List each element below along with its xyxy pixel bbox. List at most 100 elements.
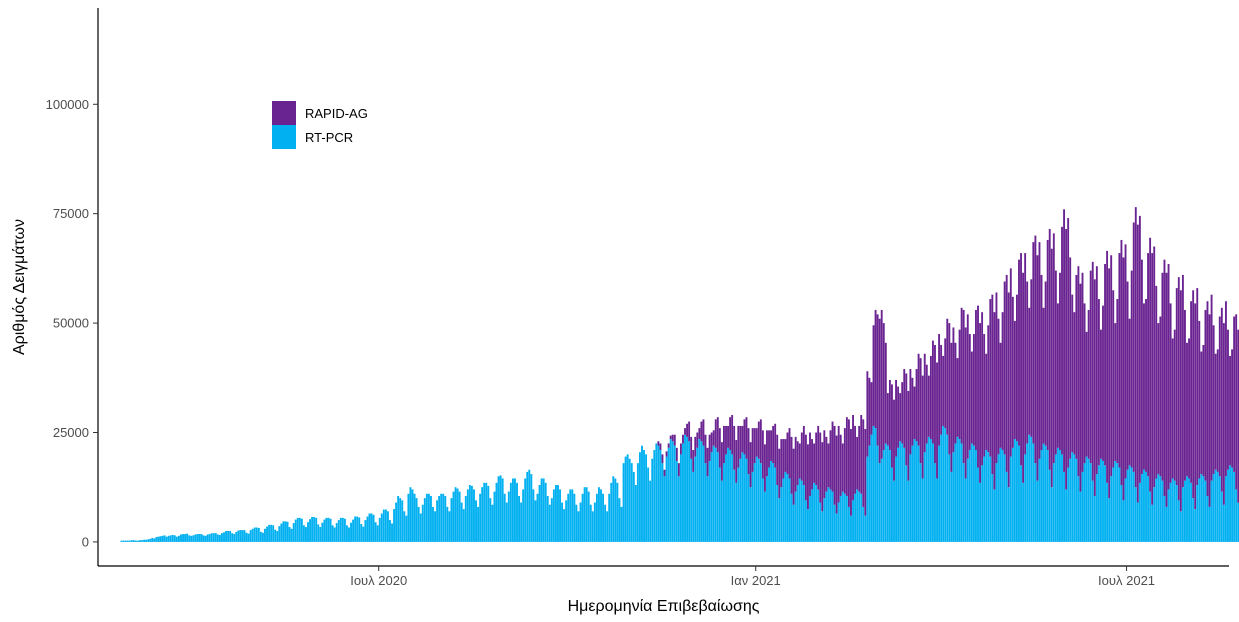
- bar-rt-pcr: [526, 471, 529, 542]
- bar-rt-pcr: [934, 463, 936, 542]
- bar-rt-pcr: [899, 441, 902, 542]
- bar-rt-pcr: [573, 493, 576, 542]
- bar-rt-pcr: [374, 522, 377, 542]
- bar-rapid-ag: [989, 299, 992, 457]
- bar-rt-pcr: [1163, 495, 1166, 542]
- bar-rt-pcr: [587, 491, 590, 542]
- bar-rt-pcr: [841, 491, 844, 542]
- bar-rt-pcr: [1075, 458, 1078, 542]
- bar-rt-pcr: [972, 445, 975, 542]
- bar-rt-pcr: [1087, 458, 1090, 542]
- x-ticks: Ιουλ 2020 Ιαν 2021 Ιουλ 2021: [350, 566, 1155, 588]
- bar-rt-pcr: [829, 489, 832, 542]
- bar-rt-pcr: [198, 534, 201, 542]
- bar-rapid-ag: [1231, 349, 1234, 468]
- bar-rt-pcr: [405, 515, 408, 542]
- bar-rt-pcr: [682, 443, 684, 542]
- bar-rt-pcr: [261, 532, 264, 542]
- bar-rt-pcr: [929, 439, 932, 542]
- bar-rt-pcr: [1147, 476, 1150, 542]
- bar-rt-pcr: [964, 478, 967, 542]
- bar-rt-pcr: [784, 471, 787, 542]
- bar-rapid-ag: [1222, 323, 1225, 505]
- bar-rt-pcr: [753, 463, 756, 542]
- bar-rapid-ag: [958, 329, 961, 440]
- bar-rt-pcr: [907, 480, 910, 542]
- bar-rt-pcr: [817, 489, 820, 542]
- bar-rt-pcr: [618, 498, 621, 542]
- bar-rapid-ag: [1069, 257, 1072, 459]
- bar-rt-pcr: [259, 531, 262, 542]
- bar-rt-pcr: [661, 463, 664, 542]
- bar-rt-pcr: [141, 540, 143, 542]
- bar-rapid-ag: [1091, 261, 1094, 481]
- bar-rt-pcr: [182, 534, 184, 542]
- bar-rt-pcr: [139, 540, 141, 542]
- bar-rt-pcr: [1227, 469, 1229, 542]
- bar-rt-pcr: [1132, 471, 1135, 542]
- bar-rt-pcr: [1071, 452, 1074, 542]
- bar-rt-pcr: [891, 467, 893, 542]
- bar-rt-pcr: [454, 487, 457, 542]
- bar-rt-pcr: [893, 480, 895, 542]
- bar-rt-pcr: [766, 476, 768, 542]
- bar-rt-pcr: [425, 493, 428, 542]
- bar-rt-pcr: [268, 524, 271, 542]
- bar-rt-pcr: [647, 467, 650, 542]
- bar-rt-pcr: [718, 467, 721, 542]
- bar-rapid-ag: [891, 384, 893, 468]
- bar-rt-pcr: [296, 517, 299, 542]
- bar-rt-pcr: [356, 516, 359, 542]
- bar-rt-pcr: [757, 458, 760, 542]
- bar-rapid-ag: [1026, 281, 1029, 444]
- bar-rt-pcr: [479, 493, 482, 542]
- bar-rt-pcr: [700, 441, 703, 542]
- bar-rt-pcr: [772, 463, 775, 542]
- bar-rt-pcr: [1097, 465, 1100, 542]
- bar-rt-pcr: [1190, 482, 1193, 542]
- bar-rapid-ag: [1220, 307, 1223, 492]
- bar-rt-pcr: [659, 450, 662, 542]
- bar-rt-pcr: [669, 439, 672, 542]
- legend: RAPID-AG RT-PCR: [272, 101, 368, 149]
- bar-rt-pcr: [591, 511, 594, 542]
- bar-rt-pcr: [598, 487, 600, 542]
- bar-rt-pcr: [1130, 467, 1133, 542]
- bar-rapid-ag: [1059, 272, 1061, 451]
- bar-rt-pcr: [137, 540, 139, 542]
- bar-rapid-ag: [995, 292, 998, 464]
- bar-rt-pcr: [1091, 480, 1094, 542]
- bar-rt-pcr: [520, 502, 523, 542]
- bar-rt-pcr: [667, 447, 670, 542]
- bar-rapid-ag: [1102, 305, 1104, 461]
- bar-rt-pcr: [352, 519, 355, 542]
- bar-rt-pcr: [485, 482, 488, 542]
- bar-rapid-ag: [1143, 303, 1145, 470]
- bar-rt-pcr: [391, 523, 393, 542]
- bar-rt-pcr: [348, 527, 350, 542]
- bar-rapid-ag: [702, 419, 705, 446]
- bar-rt-pcr: [475, 500, 477, 542]
- bar-rt-pcr: [970, 443, 973, 542]
- bar-rapid-ag: [1124, 244, 1127, 479]
- bar-rt-pcr: [354, 516, 357, 542]
- bar-rapid-ag: [784, 439, 787, 472]
- bar-rt-pcr: [446, 506, 449, 542]
- bar-rt-pcr: [677, 476, 680, 542]
- bar-rt-pcr: [811, 489, 813, 542]
- bar-rt-pcr: [1007, 487, 1010, 542]
- bar-rt-pcr: [569, 489, 572, 542]
- bar-rt-pcr: [548, 504, 551, 542]
- bar-rt-pcr: [1179, 511, 1182, 542]
- bar-rapid-ag: [688, 421, 691, 442]
- bar-rt-pcr: [1177, 500, 1180, 542]
- bar-rapid-ag: [1163, 259, 1166, 496]
- bar-rapid-ag: [966, 314, 969, 459]
- bar-rt-pcr: [1145, 471, 1147, 542]
- bar-rapid-ag: [880, 309, 883, 459]
- bar-rapid-ag: [1020, 253, 1022, 466]
- x-axis-title: Ημερομηνία Επιβεβαίωσης: [568, 598, 760, 615]
- bar-rt-pcr: [1048, 469, 1051, 542]
- bar-rt-pcr: [372, 514, 375, 542]
- bar-rapid-ag: [698, 428, 701, 440]
